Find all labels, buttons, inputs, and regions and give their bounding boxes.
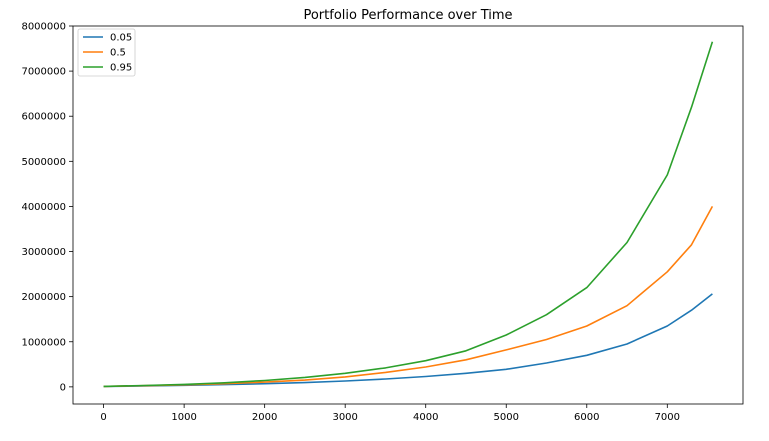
legend-label: 0.95 bbox=[110, 63, 132, 74]
x-axis: 0 1000 2000 3000 4000 5000 6000 7000 bbox=[100, 404, 680, 423]
y-axis: 0 1000000 2000000 3000000 4000000 5000000 6000… bbox=[21, 22, 73, 393]
y-tick-label: 0 bbox=[60, 382, 66, 393]
plot-area bbox=[72, 25, 744, 405]
y-tick-label: 2000000 bbox=[21, 292, 66, 303]
y-tick-label: 1000000 bbox=[21, 337, 66, 348]
y-tick-label: 7000000 bbox=[21, 67, 66, 78]
legend-label: 0.5 bbox=[110, 48, 126, 59]
x-tick-label: 0 bbox=[100, 412, 106, 423]
chart-title: Portfolio Performance over Time bbox=[303, 8, 512, 23]
x-tick-label: 7000 bbox=[655, 412, 680, 423]
x-tick-label: 5000 bbox=[494, 412, 519, 423]
x-tick-label: 3000 bbox=[332, 412, 357, 423]
legend: 0.05 0.5 0.95 bbox=[77, 28, 136, 77]
series-layer bbox=[103, 41, 714, 388]
x-tick-label: 2000 bbox=[252, 412, 277, 423]
x-tick-label: 4000 bbox=[413, 412, 438, 423]
y-tick-label: 3000000 bbox=[21, 247, 66, 258]
y-tick-label: 8000000 bbox=[21, 22, 66, 33]
legend-label: 0.05 bbox=[110, 33, 132, 44]
y-tick-label: 6000000 bbox=[21, 112, 66, 123]
y-tick-label: 4000000 bbox=[21, 202, 66, 213]
legend-box bbox=[77, 28, 136, 77]
y-tick-label: 5000000 bbox=[21, 157, 66, 168]
series-line-0-95 bbox=[103, 41, 714, 388]
x-tick-label: 6000 bbox=[574, 412, 599, 423]
x-tick-label: 1000 bbox=[171, 412, 196, 423]
